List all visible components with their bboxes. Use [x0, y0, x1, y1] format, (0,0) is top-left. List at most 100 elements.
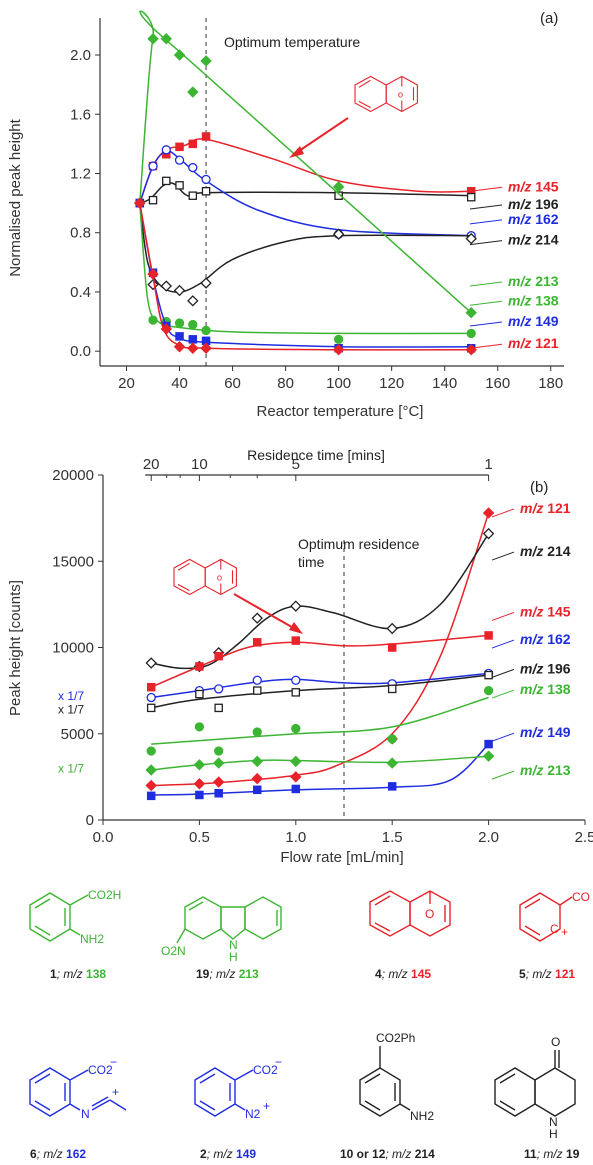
- chart-a-data-point: [187, 295, 199, 307]
- chart-a-ylabel: Normalised peak height: [7, 118, 24, 276]
- svg-text:o: o: [217, 572, 222, 582]
- svg-text:CO: CO: [572, 890, 590, 904]
- chart-b-data-point: [193, 778, 206, 790]
- svg-text:N: N: [229, 938, 238, 952]
- chart-b-ylabel: Peak height [counts]: [7, 580, 24, 716]
- chart-b-legend-label: m/z 196: [520, 660, 571, 676]
- chart-a-data-point: [332, 228, 345, 240]
- chart-b-legend-label: m/z 162: [520, 631, 571, 647]
- svg-text:NH2: NH2: [80, 932, 104, 946]
- chart-a-legend-label: m/z 196: [508, 196, 559, 212]
- chart-a-legend-connector: [469, 343, 503, 349]
- chart-a-legend-connector: [469, 281, 503, 287]
- chart-b-top-tick-label: 5: [292, 456, 300, 473]
- chart-a-x-tick-label: 40: [171, 375, 188, 392]
- chart-b-legend-label: m/z 121: [520, 500, 571, 516]
- chart-a-axes: 20 40 60 80 100 120 140 160 180 0.0 0.4 0.8 1.2 1.6 2.…: [70, 18, 564, 392]
- chart-a-data-point: [173, 284, 186, 297]
- structure-5: CO C +: [519, 890, 590, 942]
- chart-b-data-point: [291, 723, 301, 734]
- chart-a-data-point: [175, 142, 184, 152]
- structure-4-caption: 4; m/z 145: [375, 967, 431, 981]
- chart-b-data-point: [483, 685, 494, 696]
- chart-b-data-point: [387, 734, 397, 744]
- chart-b-scale-label: x 1/7: [58, 761, 84, 775]
- chart-a-data-point: [188, 319, 198, 330]
- chart-b-axes: 0.0 0.5 1.0 1.5 2.0 2.5 0 5000 10000 15000 20000 20…: [52, 456, 593, 846]
- chart-b-data-point: [214, 789, 223, 798]
- svg-text:N: N: [549, 1115, 558, 1129]
- chart-b-data-point: [291, 636, 301, 645]
- chart-b-x-tick-label: 1.0: [285, 829, 306, 846]
- structure-6: CO2 − N +: [29, 1055, 127, 1121]
- chart-a-data-point: [175, 332, 184, 341]
- chart-b-data-point: [251, 772, 263, 785]
- chart-b-data-point: [212, 757, 225, 769]
- chart-b-data-point: [195, 689, 204, 699]
- chart-b-legend-connector: [491, 770, 515, 780]
- svg-text:O2N: O2N: [161, 944, 186, 958]
- chart-b-data-point: [387, 782, 397, 791]
- chart-b-data-point: [214, 703, 223, 713]
- chart-b-legend-label: m/z 214: [520, 543, 571, 559]
- chart-a-y-tick-label: 0.0: [70, 343, 91, 360]
- chart-a-legend-label: m/z 213: [508, 273, 559, 289]
- chart-b-data-point: [290, 755, 302, 768]
- chart-b-data-point: [484, 631, 493, 640]
- chart-a-data-point: [160, 323, 173, 335]
- chart-a-x-tick-label: 160: [485, 375, 510, 392]
- chart-b-y-tick-label: 0: [86, 812, 94, 829]
- chart-a-series-line-138: [139, 203, 472, 335]
- chart-a-panel-label: (a): [540, 10, 558, 27]
- chart-b-data-point: [212, 776, 225, 788]
- chart-b-panel-label: (b): [530, 479, 548, 496]
- chart-b-annotation-line1: Optimum residence: [298, 536, 420, 552]
- chart-a-data-point: [147, 278, 159, 291]
- chart-b-legend-label: m/z 213: [520, 762, 571, 778]
- structure-5-caption: 5; m/z 121: [519, 967, 575, 981]
- chart-a-data-point: [162, 176, 171, 186]
- chart-b-y-tick-label: 5000: [61, 726, 94, 743]
- svg-text:CO2: CO2: [253, 1063, 278, 1077]
- structure-1: CO2H NH2: [29, 888, 121, 946]
- chart-b-data-point: [482, 527, 495, 540]
- chart-a-y-tick-label: 2.0: [70, 47, 91, 64]
- chart-b-data-point: [251, 612, 263, 624]
- chart-a-legend-connector: [469, 321, 503, 327]
- chart-a-x-tick-label: 20: [118, 375, 135, 392]
- chart-b-data-point: [291, 675, 301, 685]
- chart-b-data-point: [484, 670, 493, 680]
- chart-b-data-point: [387, 684, 397, 694]
- chart-b-y-tick-label: 20000: [52, 467, 94, 484]
- structure-1-caption: 1; m/z 138: [50, 967, 106, 981]
- svg-text:O: O: [425, 907, 434, 921]
- chart-a-legend-label: m/z 162: [508, 211, 559, 227]
- chart-a-data-point: [188, 162, 198, 173]
- chart-b-data-point: [482, 507, 495, 519]
- svg-text:CO2H: CO2H: [88, 888, 121, 902]
- chart-a-data-point: [147, 33, 159, 45]
- chart-b-inset-arrow: [233, 593, 298, 631]
- structure-19-caption: 19; m/z 213: [196, 967, 259, 981]
- chart-b-data-point: [290, 600, 302, 612]
- chart-b-inset-structure: o: [173, 558, 237, 596]
- chart-b-data-point: [145, 657, 157, 669]
- chart-a-x-tick-label: 120: [379, 375, 404, 392]
- chart-b-xlabel: Flow rate [mL/min]: [280, 849, 403, 866]
- chart-a-data-point: [188, 335, 198, 344]
- chart-b-data-point: [484, 739, 493, 749]
- chart-b-data-point: [214, 684, 224, 694]
- chart-b-data-point: [482, 750, 495, 762]
- chart-a-data-point: [200, 277, 212, 289]
- chart-b-data-point: [291, 784, 301, 794]
- chart-b-annotation-line2: time: [298, 554, 325, 570]
- chart-b-legend-connector: [491, 508, 515, 518]
- chart-b-legend-connector: [491, 639, 515, 649]
- svg-text:H: H: [549, 1127, 558, 1141]
- svg-text:−: −: [110, 1055, 117, 1069]
- chart-b-data-point: [214, 746, 224, 756]
- chart-a-series-line-214: [139, 203, 472, 293]
- chart-b-data-point: [146, 682, 156, 692]
